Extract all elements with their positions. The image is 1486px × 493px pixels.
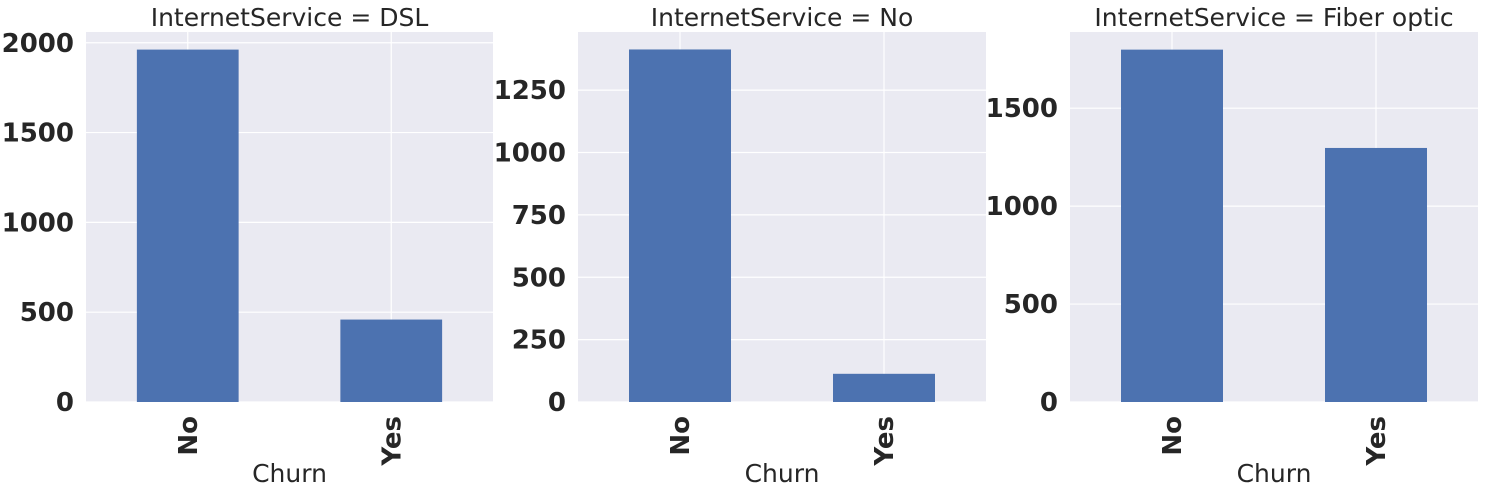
bar-no [136, 49, 239, 403]
y-tick-label: 500 [1004, 290, 1058, 320]
x-axis-label: Churn [252, 459, 327, 488]
y-tick-label: 750 [512, 201, 566, 231]
bar-yes [340, 319, 443, 402]
y-tick-label: 1500 [986, 94, 1058, 124]
y-tick-label: 0 [56, 388, 74, 418]
y-tick-label: 0 [548, 388, 566, 418]
y-tick-label: 250 [512, 326, 566, 356]
y-tick-label: 0 [1040, 388, 1058, 418]
x-axis-label: Churn [1237, 459, 1312, 488]
x-tick-label: No [666, 416, 696, 456]
bar-no [1121, 49, 1223, 402]
x-tick-label: No [1158, 416, 1188, 456]
y-tick-label: 1000 [2, 208, 74, 238]
y-tick-label: 500 [512, 263, 566, 293]
bar-yes [1325, 147, 1427, 402]
y-tick-label: 1000 [986, 192, 1058, 222]
x-tick-label: Yes [870, 416, 900, 467]
y-tick-label: 1000 [494, 139, 566, 169]
subplot-1: 0 500 1000 1500 2000 No Yes InternetService = D… [2, 3, 493, 488]
subplot-title: InternetService = No [651, 3, 914, 32]
x-tick-label: Yes [377, 416, 407, 467]
y-tick-label: 500 [20, 298, 74, 328]
bar-yes [833, 373, 935, 402]
subplot-3: 0 500 1000 1500 No Yes InternetService = Fiber… [986, 3, 1478, 488]
bar-no [629, 49, 731, 402]
y-tick-label: 1250 [494, 76, 566, 106]
subplot-title: InternetService = DSL [151, 3, 429, 32]
x-axis-label: Churn [745, 459, 820, 488]
y-tick-label: 1500 [2, 119, 74, 149]
subplot-title: InternetService = Fiber optic [1094, 3, 1453, 32]
subplot-2: 0 250 500 750 1000 1250 No Yes InternetService =… [494, 3, 986, 488]
y-tick-label: 2000 [2, 29, 74, 59]
x-tick-label: Yes [1362, 416, 1392, 467]
x-tick-label: No [174, 416, 204, 456]
